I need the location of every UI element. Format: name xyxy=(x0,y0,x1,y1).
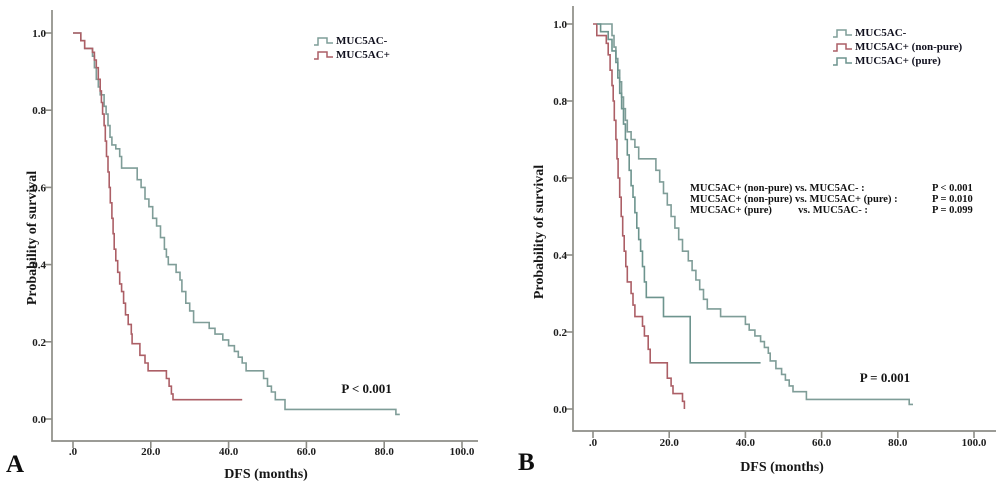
y-tick-label: 0.8 xyxy=(32,105,46,117)
legend-item-muc5ac: MUC5AC+ xyxy=(313,48,390,61)
x-tick-label: 100.0 xyxy=(450,446,475,458)
y-tick-label: 0.6 xyxy=(553,173,567,185)
y-tick-label: 0.4 xyxy=(32,260,46,272)
km-curve-muc5ac xyxy=(596,23,913,406)
comparison-row: MUC5AC+ (non-pure) vs. MUC5AC- : P < 0.00… xyxy=(690,183,990,195)
y-tick-label: 1.0 xyxy=(553,19,567,31)
step-line-icon xyxy=(314,50,333,60)
x-tick-label: 60.0 xyxy=(297,446,317,458)
legend-item-muc5ac-pure: MUC5AC+ (pure) xyxy=(832,54,962,67)
legend-label: MUC5AC- xyxy=(336,34,388,47)
km-curve-muc5ac xyxy=(73,32,243,401)
comparison-row: MUC5AC+ (pure) vs. MUC5AC- : P = 0.099 xyxy=(690,204,990,217)
legend-label: MUC5AC+ xyxy=(336,48,390,61)
step-line-icon xyxy=(833,42,852,52)
pairwise-comparisons: MUC5AC+ (non-pure) vs. MUC5AC- : P < 0.00… xyxy=(690,183,990,217)
panel-a-plot: 0.0 0.2 0.4 0.6 0.8 1.0 .0 20.0 40.0 60.0 80.0 100.… xyxy=(25,10,478,482)
y-tick-label: 0.2 xyxy=(32,337,46,349)
axes xyxy=(572,6,996,432)
step-line-icon xyxy=(833,56,852,66)
x-tick-label: 60.0 xyxy=(812,437,832,449)
comparison-p-value: P = 0.010 xyxy=(932,193,973,205)
panel-a: 0.0 0.2 0.4 0.6 0.8 1.0 .0 20.0 40.0 60.0 80.0 100.… xyxy=(6,10,478,482)
legend-item-muc5ac-non-pure: MUC5AC+ (non-pure) xyxy=(832,40,962,53)
comparison-p-value: P = 0.099 xyxy=(932,204,973,216)
y-axis-title: Probability of survival xyxy=(25,171,40,305)
legend-label: MUC5AC- xyxy=(855,26,907,39)
x-tick-label: 40.0 xyxy=(736,437,756,449)
y-tick-label: 0.0 xyxy=(553,404,567,416)
x-tick-label: .0 xyxy=(589,437,598,449)
km-curve-muc5ac xyxy=(73,32,400,416)
axes xyxy=(51,10,478,442)
km-curve-muc5ac-pure xyxy=(596,23,761,364)
y-tick-label: 0.6 xyxy=(32,182,46,194)
x-tick-label: .0 xyxy=(69,446,78,458)
x-tick-label: 40.0 xyxy=(219,446,239,458)
step-line-icon xyxy=(314,36,333,46)
x-tick-label: 80.0 xyxy=(375,446,395,458)
y-tick-label: 1.0 xyxy=(32,28,46,40)
panel-b-plot: 0.0 0.2 0.4 0.6 0.8 1.0 .0 20.0 40.0 60.0 80.0 100.… xyxy=(532,6,996,475)
comparison-label: MUC5AC+ (non-pure) vs. MUC5AC- : xyxy=(690,183,865,194)
panel-a-legend: MUC5AC- MUC5AC+ xyxy=(313,34,390,61)
y-tick-label: 0.8 xyxy=(553,96,567,108)
y-axis-title: Probability of survival xyxy=(532,165,547,299)
p-value-annotation: P = 0.001 xyxy=(860,370,910,385)
x-tick-label: 20.0 xyxy=(660,437,680,449)
panel-b-legend: MUC5AC- MUC5AC+ (non-pure) MUC5AC+ (pure) xyxy=(832,26,962,67)
x-tick-label: 80.0 xyxy=(888,437,908,449)
legend-label: MUC5AC+ (pure) xyxy=(855,54,941,67)
step-line-icon xyxy=(833,28,852,38)
x-axis-title: DFS (months) xyxy=(224,467,308,482)
legend-label: MUC5AC+ (non-pure) xyxy=(855,40,963,53)
y-tick-label: 0.4 xyxy=(553,250,567,262)
legend-item-muc5ac: MUC5AC- xyxy=(313,34,390,47)
p-value-annotation: P < 0.001 xyxy=(341,381,391,396)
x-tick-label: 20.0 xyxy=(141,446,161,458)
x-tick-label: 100.0 xyxy=(962,437,987,449)
comparison-label: MUC5AC+ (pure) vs. MUC5AC- : xyxy=(690,204,868,216)
panel-a-letter: A xyxy=(6,451,25,478)
legend-item-muc5ac: MUC5AC- xyxy=(832,26,962,39)
km-curve-muc5ac-non-pure xyxy=(593,23,686,409)
comparison-p-value: P < 0.001 xyxy=(932,183,973,194)
comparison-label: MUC5AC+ (non-pure) vs. MUC5AC+ (pure) : xyxy=(690,193,898,205)
panel-b-letter: B xyxy=(518,449,535,476)
comparison-row: MUC5AC+ (non-pure) vs. MUC5AC+ (pure) : P… xyxy=(690,193,990,206)
y-tick-label: 0.0 xyxy=(32,414,46,426)
y-tick-label: 0.2 xyxy=(553,327,567,339)
x-axis-title: DFS (months) xyxy=(740,460,824,475)
panel-b: 0.0 0.2 0.4 0.6 0.8 1.0 .0 20.0 40.0 60.0 80.0 100.… xyxy=(504,0,1008,492)
